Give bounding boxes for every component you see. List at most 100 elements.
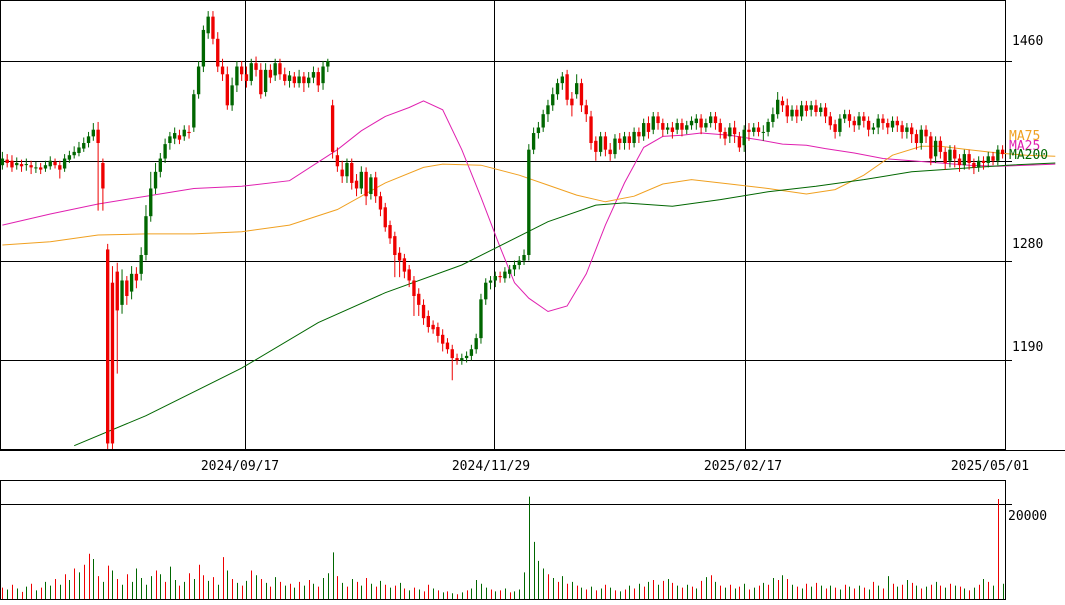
candle-body [15, 162, 19, 166]
candle-body [67, 155, 72, 160]
candle-body [220, 66, 225, 75]
candle-body [91, 129, 95, 137]
candle-body [139, 254, 143, 274]
date-tick-label: 2025/02/17 [704, 459, 782, 474]
candle-body [603, 136, 608, 150]
candle-body [187, 131, 191, 134]
candle-body [388, 225, 392, 239]
candle-body [661, 123, 665, 130]
candle-body [799, 105, 804, 117]
candle-body [39, 167, 43, 170]
candle-body [235, 66, 239, 86]
candle-body [771, 114, 775, 122]
candle-body [369, 177, 373, 195]
candle-body [718, 123, 722, 132]
candle-body [527, 149, 531, 255]
candle-body [407, 269, 411, 281]
candle-body [694, 118, 698, 124]
candle-body [254, 63, 258, 70]
candle-body [699, 118, 703, 128]
candle-body [522, 254, 526, 261]
candle-body [426, 315, 430, 328]
price-tick-label: 1460 [1012, 34, 1043, 49]
candle-body [651, 116, 655, 130]
candle-body [34, 167, 38, 169]
candle-body [110, 282, 115, 444]
candle-body [943, 151, 947, 163]
candle-body [177, 135, 182, 140]
candle-body [503, 271, 507, 279]
candle-body [823, 107, 828, 117]
candle-body [857, 116, 861, 126]
candle-body [642, 123, 646, 137]
candle-body [393, 236, 397, 255]
candle-body [747, 129, 751, 132]
candle-body [417, 293, 421, 305]
date-tick-label: 2025/05/01 [951, 459, 1029, 474]
candle-body [397, 252, 402, 261]
candle-body [0, 158, 5, 166]
line-ma200 [74, 162, 1056, 447]
candle-body [307, 77, 311, 84]
candle-body [86, 136, 91, 144]
candle-body [292, 76, 296, 84]
candle-body [555, 83, 560, 95]
candle-layer [0, 11, 1005, 449]
candle-body [211, 16, 215, 39]
candle-body [790, 109, 794, 117]
candle-body [847, 114, 852, 121]
candle-body [766, 121, 770, 132]
candle-body [852, 120, 856, 126]
candle-body [216, 38, 220, 67]
candle-body [421, 304, 426, 319]
candle-body [871, 127, 876, 130]
candle-body [173, 133, 177, 139]
candle-body [196, 66, 201, 95]
candle-body [101, 162, 105, 189]
date-tick-label: 2024/11/29 [452, 459, 530, 474]
candle-body [58, 165, 62, 170]
candle-body [689, 120, 694, 126]
candle-body [158, 158, 162, 172]
candle-body [685, 125, 689, 130]
candle-body [43, 165, 48, 169]
candle-body [551, 94, 555, 106]
candle-body [962, 154, 966, 166]
candle-body [125, 280, 129, 297]
candle-body [622, 136, 627, 144]
candle-body [484, 282, 488, 300]
candle-body [469, 349, 474, 356]
candle-body [383, 207, 387, 228]
candle-body [460, 358, 464, 361]
candle-body [646, 123, 651, 132]
candle-body [761, 131, 765, 133]
candle-body [1000, 149, 1005, 155]
candle-body [96, 129, 100, 144]
candle-body [508, 269, 512, 274]
candle-body [728, 127, 732, 137]
candle-body [598, 136, 603, 152]
legend-ma75: MA75 [1009, 129, 1040, 144]
candle-body [981, 160, 986, 163]
candle-body [656, 116, 660, 124]
candle-body [914, 134, 919, 144]
candle-body [488, 280, 493, 283]
candle-body [302, 76, 306, 84]
candle-body [479, 299, 483, 339]
candle-body [345, 162, 349, 177]
candle-body [589, 116, 593, 144]
candle-body [441, 334, 445, 344]
volume-tick-label: 20000 [1008, 509, 1047, 524]
candle-body [838, 118, 842, 132]
candle-body [780, 100, 785, 106]
candle-body [134, 273, 139, 281]
candle-body [335, 155, 340, 167]
candle-body [321, 66, 325, 84]
candle-body [364, 171, 368, 197]
candle-body [742, 129, 746, 146]
candle-body [560, 76, 564, 84]
candle-body [886, 123, 890, 128]
volume-layer [2, 496, 1004, 599]
candle-body [263, 69, 268, 93]
candle-body [953, 149, 957, 159]
